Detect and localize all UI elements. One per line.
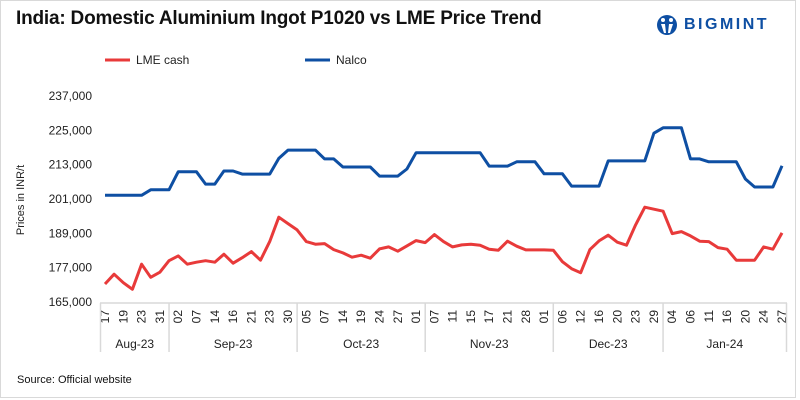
x-tick-label: 27 [391,310,405,324]
x-tick-label: 23 [629,310,643,324]
x-tick-label: 30 [281,310,295,324]
y-tick-label: 237,000 [49,89,93,103]
x-tick-label: 28 [519,310,533,324]
x-tick-label: 01 [537,310,551,324]
legend-label-lme-cash: LME cash [136,53,189,67]
x-month-label: Sep-23 [214,337,253,351]
x-tick-label: 07 [427,310,441,324]
x-tick-label: 05 [299,310,313,324]
x-tick-label: 04 [665,310,679,324]
x-tick-label: 14 [208,310,222,324]
y-tick-label: 165,000 [49,295,93,309]
x-tick-label: 29 [647,310,661,324]
x-tick-label: 15 [464,310,478,324]
x-tick-label: 27 [775,310,789,324]
x-tick-label: 11 [446,310,460,323]
x-tick-label: 20 [738,310,752,324]
x-tick-label: 14 [336,310,350,324]
chart-title: India: Domestic Aluminium Ingot P1020 vs… [16,8,542,29]
x-tick-label: 19 [116,310,130,324]
x-tick-label: 02 [171,310,185,324]
x-tick-label: 06 [555,310,569,324]
legend-label-nalco: Nalco [336,53,367,67]
x-tick-label: 19 [354,310,368,324]
y-axis-label: Prices in INR/t [15,165,27,235]
x-month-label: Aug-23 [115,337,154,351]
y-tick-label: 225,000 [49,123,93,137]
series-line-nalco [105,126,784,197]
x-tick-label: 06 [684,310,698,324]
y-tick-label: 201,000 [49,192,93,206]
x-tick-label: 24 [372,310,386,324]
x-tick-label: 16 [720,310,734,324]
x-tick-label: 23 [263,310,277,324]
x-tick-label: 20 [610,310,624,324]
x-tick-label: 23 [135,310,149,324]
y-tick-label: 189,000 [49,226,93,240]
bigmint-logo: BIGMINT [656,14,769,36]
series-line-lme-cash [103,205,784,291]
x-month-label: Oct-23 [343,337,379,351]
source-note: Source: Official website [17,374,132,386]
x-tick-label: 07 [189,310,203,324]
x-tick-label: 31 [153,310,167,324]
x-tick-label: 17 [98,310,112,324]
x-tick-label: 11 [702,310,716,323]
x-tick-label: 12 [574,310,588,324]
bigmint-logo-icon [657,15,677,35]
x-tick-label: 24 [757,310,771,324]
x-tick-label: 07 [318,310,332,324]
x-tick-label: 01 [409,310,423,324]
x-tick-label: 17 [482,310,496,324]
x-tick-label: 21 [244,310,258,324]
logo-text: BIGMINT [684,16,770,33]
y-tick-label: 213,000 [49,158,93,172]
x-month-label: Dec-23 [589,337,628,351]
x-tick-label: 21 [501,310,515,324]
x-tick-label: 16 [226,310,240,324]
x-tick-label: 16 [592,310,606,324]
y-tick-label: 177,000 [49,261,93,275]
x-month-label: Jan-24 [706,337,743,351]
x-month-label: Nov-23 [470,337,509,351]
legend: LME cash Nalco [105,53,367,67]
